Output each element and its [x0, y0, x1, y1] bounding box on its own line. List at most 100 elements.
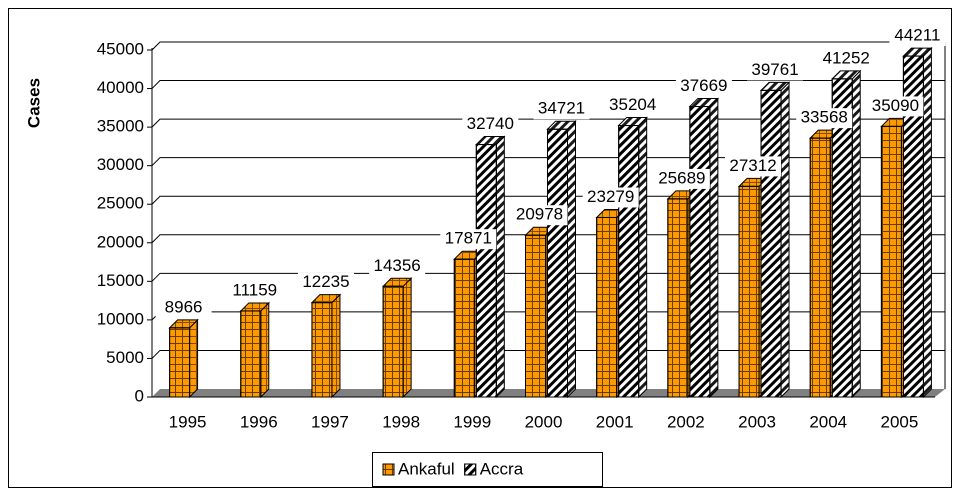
value-label: 12235 — [302, 272, 349, 291]
bar-pattern — [852, 70, 861, 397]
value-label: 14356 — [373, 256, 420, 275]
value-label: 33568 — [801, 108, 848, 127]
legend-box — [372, 452, 603, 487]
grid-line — [151, 41, 945, 51]
bar-pattern — [618, 117, 647, 126]
bar-front-pattern — [169, 327, 191, 398]
bar-front-pattern — [311, 302, 333, 398]
bar-pattern — [189, 319, 198, 397]
grid-line — [151, 157, 945, 167]
bar-pattern — [169, 319, 198, 328]
x-tick-label: 2000 — [525, 412, 563, 431]
grid-line — [151, 118, 945, 128]
value-label: 34721 — [538, 99, 585, 118]
bar-pattern — [260, 302, 269, 397]
bar-pattern — [496, 136, 505, 398]
bar-front-pattern — [689, 106, 711, 398]
y-tick-label: 10000 — [97, 309, 144, 328]
value-label-bg — [440, 229, 497, 250]
bar-pattern — [781, 82, 790, 398]
value-label-bg — [796, 108, 853, 129]
bar-pattern — [832, 70, 861, 79]
value-label: 20978 — [516, 205, 563, 224]
y-tick-label: 35000 — [97, 117, 144, 136]
legend-swatch-pattern — [382, 463, 395, 476]
bar-front-pattern — [667, 198, 689, 398]
bar-pattern — [525, 227, 554, 236]
value-label: 27312 — [729, 156, 776, 175]
value-label: 41252 — [823, 48, 870, 67]
value-label-bg — [369, 256, 426, 277]
value-label: 11159 — [232, 280, 277, 299]
bar-front-pattern — [453, 258, 475, 398]
value-label: 39761 — [751, 60, 798, 79]
value-label: 44211 — [894, 26, 940, 45]
value-label-bg — [653, 168, 710, 189]
bar-pattern — [739, 178, 768, 187]
bar — [168, 318, 199, 399]
bar-front-pattern — [525, 234, 546, 398]
x-tick-label: 1996 — [240, 412, 278, 431]
grid-line — [151, 80, 945, 89]
bar-pattern — [709, 98, 718, 398]
value-label-bg — [155, 297, 212, 318]
x-tick-label: 1997 — [311, 412, 349, 431]
x-tick-label: 1998 — [382, 412, 420, 431]
bar-pattern — [240, 302, 269, 311]
y-tick-label: 40000 — [97, 78, 144, 97]
bar-front-pattern — [382, 285, 404, 398]
bar-pattern — [903, 48, 932, 57]
bar — [475, 135, 506, 399]
y-axis-title: Cases — [24, 78, 43, 128]
value-label: 35204 — [609, 95, 656, 114]
y-tick-label: 20000 — [97, 232, 144, 251]
value-label: 23279 — [587, 187, 634, 206]
bar-pattern — [567, 121, 576, 397]
bar-pattern — [331, 294, 340, 397]
bar-pattern — [547, 121, 576, 130]
bar-front-pattern — [547, 128, 568, 398]
y-tick-label: 30000 — [97, 155, 144, 174]
bar-pattern — [476, 136, 505, 145]
legend: Ankaful Accra — [372, 452, 603, 487]
x-tick-label: 2003 — [738, 412, 776, 431]
x-tick-label: 1995 — [169, 412, 207, 431]
value-label-bg — [511, 205, 568, 226]
legend-swatch-pattern — [464, 463, 477, 476]
bar-pattern — [383, 278, 412, 287]
bar-pattern — [403, 278, 412, 397]
value-label-bg — [867, 96, 924, 117]
bar-pattern — [454, 251, 483, 260]
x-tick-label: 2004 — [809, 412, 847, 431]
y-tick-label: 5000 — [106, 348, 144, 367]
bar-front-pattern — [240, 310, 262, 398]
value-label-bg — [462, 114, 519, 135]
bar-front-pattern — [902, 55, 924, 398]
bar-front-pattern — [760, 89, 782, 398]
value-label-bg — [604, 95, 661, 116]
frame — [8, 8, 952, 488]
bar-front-pattern — [738, 185, 760, 398]
value-label-bg — [675, 76, 732, 97]
bar-pattern — [923, 48, 932, 397]
bar — [759, 81, 791, 399]
bar-pattern — [810, 130, 839, 139]
legend-label: Ankaful — [398, 459, 455, 478]
bar — [688, 97, 720, 399]
value-label-bg — [889, 26, 946, 47]
value-label-bg — [297, 272, 354, 293]
x-tick-label: 2002 — [667, 412, 705, 431]
bar-front-pattern — [809, 137, 831, 398]
bar-front-pattern — [618, 125, 640, 398]
x-tick-label: 1999 — [453, 412, 491, 431]
bar-pattern — [596, 209, 625, 218]
value-label-bg — [747, 60, 804, 81]
bar-pattern — [667, 190, 696, 199]
y-tick-label: 0 — [135, 386, 144, 405]
bar — [902, 46, 933, 399]
y-tick-label: 15000 — [97, 271, 144, 290]
value-label: 32740 — [467, 114, 514, 133]
value-label: 17871 — [445, 229, 492, 248]
bar-pattern — [881, 118, 910, 127]
